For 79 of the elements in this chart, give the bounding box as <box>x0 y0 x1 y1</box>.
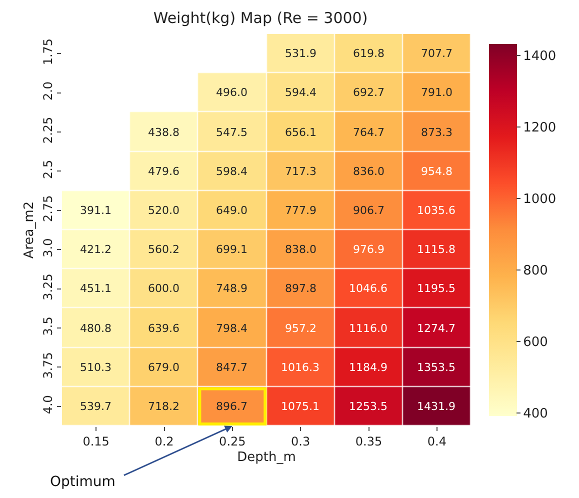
x-tick-label: 0.35 <box>355 434 382 448</box>
data-label: 976.9 <box>353 243 384 256</box>
color-bar-label: 1400 <box>523 48 556 64</box>
color-bar-label: 600 <box>523 334 548 350</box>
data-label: 1016.3 <box>281 361 320 374</box>
y-tick-label: 3.5 <box>41 316 56 336</box>
data-label: 639.6 <box>148 322 180 335</box>
data-label: 438.8 <box>148 126 180 139</box>
data-label: 1274.7 <box>417 322 456 335</box>
data-label: 836.0 <box>353 165 384 178</box>
data-label: 957.2 <box>285 322 316 335</box>
data-label: 480.8 <box>80 322 112 335</box>
x-tick-label: 0.15 <box>82 434 110 448</box>
data-label: 1116.0 <box>349 322 388 335</box>
color-bar-label: 1000 <box>523 192 556 207</box>
y-tick-label: 4.0 <box>41 395 56 414</box>
x-tick-label: 0.4 <box>427 434 446 448</box>
data-label: 1075.1 <box>281 400 320 413</box>
data-label: 873.3 <box>421 126 452 139</box>
y-tick-label: 2.25 <box>41 116 56 144</box>
color-bar-label: 800 <box>523 263 548 278</box>
y-axis-title: Area_m2 <box>22 201 38 259</box>
y-tick-label: 2.0 <box>41 81 56 101</box>
data-label: 391.1 <box>80 204 112 217</box>
chart-title: Weight(kg) Map (Re = 3000) <box>153 8 368 27</box>
data-label: 1184.9 <box>349 361 388 374</box>
data-label: 649.0 <box>216 204 248 217</box>
data-label: 547.5 <box>216 126 248 139</box>
data-label: 539.7 <box>80 400 112 413</box>
data-label: 699.1 <box>216 243 248 256</box>
x-axis-title: Depth_m <box>237 450 296 465</box>
data-label: 717.3 <box>285 165 316 178</box>
data-label: 656.1 <box>285 126 316 139</box>
data-label: 594.4 <box>285 86 316 99</box>
color-bar-label: 1200 <box>523 120 556 136</box>
data-label: 791.0 <box>421 86 452 99</box>
data-label: 1353.5 <box>417 361 456 374</box>
data-label: 510.3 <box>80 361 112 374</box>
data-label: 764.7 <box>353 126 384 139</box>
data-label: 598.4 <box>216 165 248 178</box>
y-tick-label: 2.75 <box>41 195 56 222</box>
y-tick-label: 3.75 <box>41 352 56 379</box>
data-label: 798.4 <box>216 322 248 335</box>
data-label: 896.7 <box>216 400 248 413</box>
x-tick-label: 0.2 <box>154 434 174 448</box>
data-label: 600.0 <box>148 282 180 295</box>
data-label: 479.6 <box>148 165 180 178</box>
data-label: 520.0 <box>148 204 180 217</box>
y-tick-label: 2.5 <box>41 160 56 179</box>
data-label: 954.8 <box>421 165 452 178</box>
data-label: 451.1 <box>80 282 112 295</box>
data-label: 897.8 <box>285 282 316 295</box>
data-label: 707.7 <box>421 47 452 60</box>
data-label: 496.0 <box>216 86 248 99</box>
data-label: 1115.8 <box>417 243 456 256</box>
text: Optimum <box>50 474 116 490</box>
color-bar-label: 400 <box>523 406 548 422</box>
x-tick-label: 0.3 <box>291 434 310 448</box>
data-label: 1035.6 <box>417 204 456 217</box>
data-label: 692.7 <box>353 86 384 99</box>
data-label: 1253.5 <box>349 400 388 413</box>
data-label: 531.9 <box>285 47 316 60</box>
data-label: 748.9 <box>216 282 248 295</box>
y-tick-label: 1.75 <box>41 38 56 66</box>
data-label: 777.9 <box>285 204 316 217</box>
x-tick-label: 0.25 <box>219 434 246 448</box>
data-label: 718.2 <box>148 400 180 413</box>
data-label: 421.2 <box>80 243 112 256</box>
data-label: 838.0 <box>285 243 316 256</box>
data-label: 1195.5 <box>417 282 456 295</box>
data-label: 679.0 <box>148 361 180 374</box>
data-label: 619.8 <box>353 47 384 60</box>
data-label: 1046.6 <box>349 282 388 295</box>
data-label: 560.2 <box>148 243 180 256</box>
y-tick-label: 3.0 <box>41 238 56 258</box>
data-label: 1431.9 <box>417 400 456 413</box>
data-label: 906.7 <box>353 204 384 217</box>
y-tick-label: 3.25 <box>41 274 56 300</box>
data-label: 847.7 <box>216 361 248 374</box>
